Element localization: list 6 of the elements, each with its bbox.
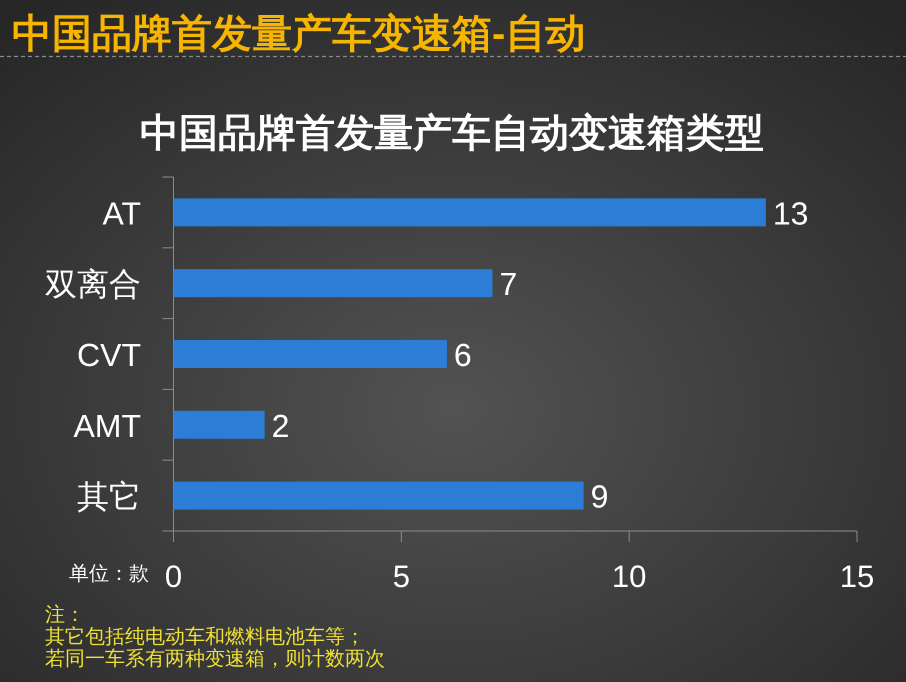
xlabel: 单位：款: [69, 563, 149, 585]
annotation: 注：: [45, 604, 85, 626]
title: 中国品牌首发量产车变速箱-自动: [12, 12, 586, 56]
subtitle: 中国品牌首发量产车自动变速箱类型: [140, 112, 764, 155]
annotation: 其它包括纯电动车和燃料电池车等；: [45, 626, 365, 648]
annotation: 若同一车系有两种变速箱，则计数两次: [45, 648, 385, 670]
